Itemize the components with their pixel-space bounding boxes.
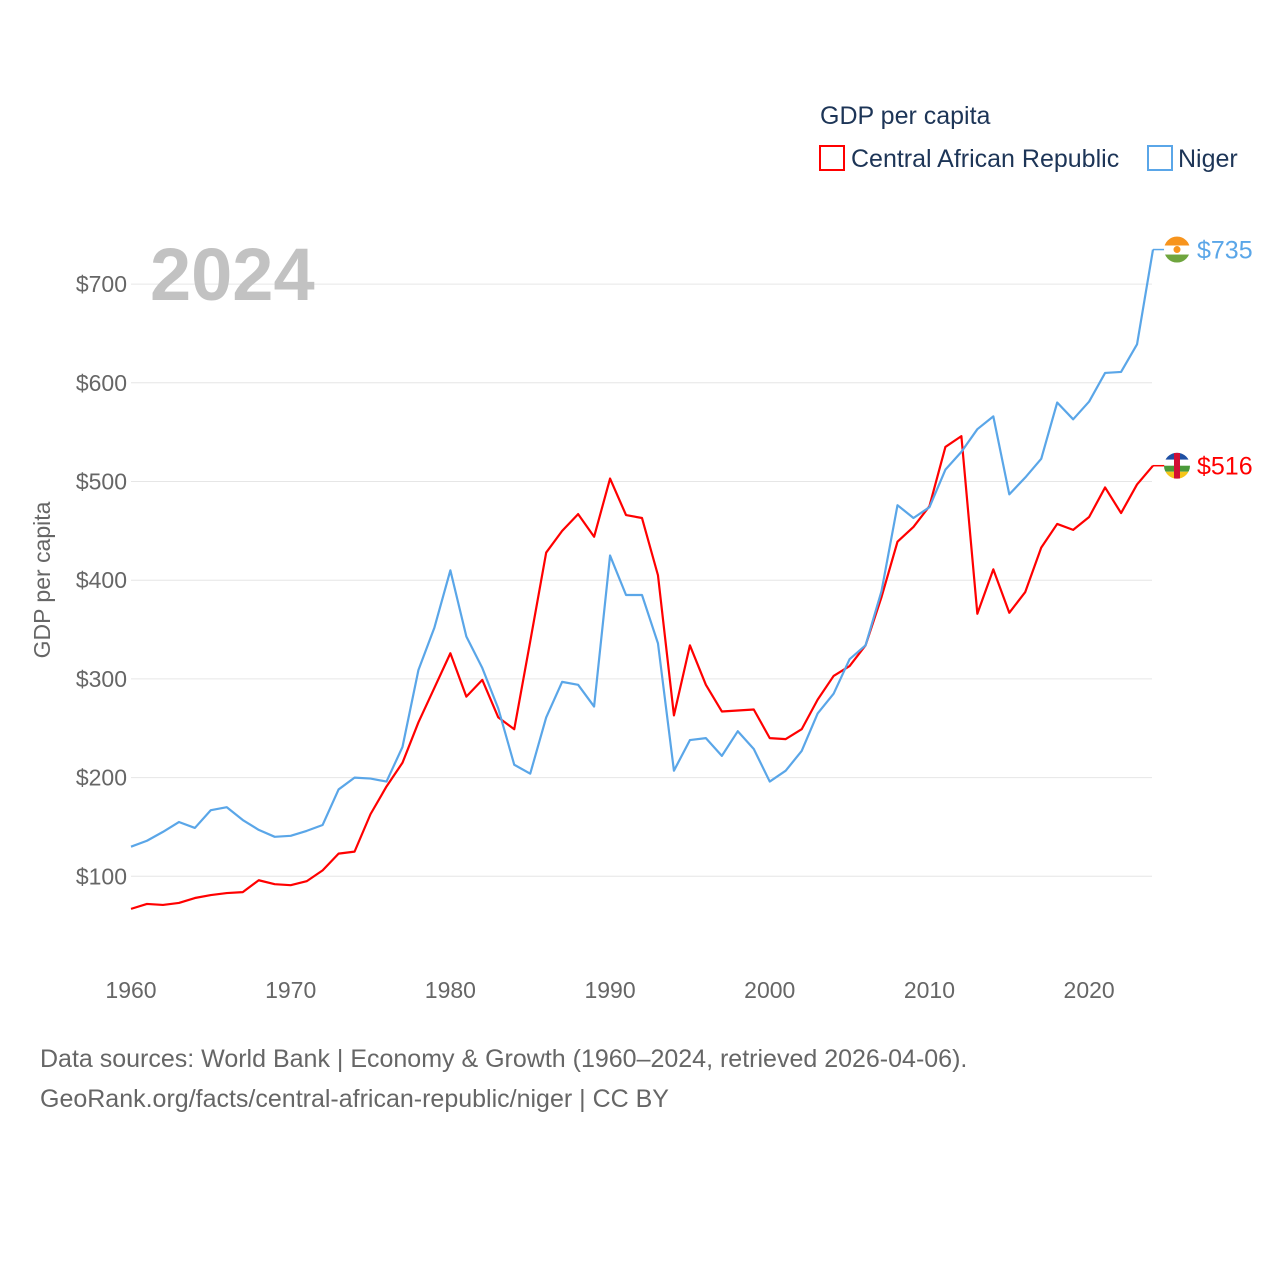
x-tick-label: 2010 [904, 977, 955, 1003]
y-tick-label: $200 [76, 765, 127, 791]
x-tick-label: 1960 [105, 977, 156, 1003]
y-tick-label: $400 [76, 567, 127, 593]
legend-item-niger[interactable]: Niger [1147, 145, 1238, 173]
x-tick-label: 2020 [1064, 977, 1115, 1003]
legend-label: Central African Republic [851, 145, 1119, 173]
source-note: Data sources: World Bank | Economy & Gro… [40, 1045, 968, 1073]
legend-swatch [819, 145, 845, 171]
y-tick-label: $100 [76, 863, 127, 889]
y-tick-label: $600 [76, 370, 127, 396]
y-tick-label: $700 [76, 271, 127, 297]
x-tick-label: 2000 [744, 977, 795, 1003]
year-watermark: 2024 [150, 233, 315, 316]
x-tick-label: 1990 [584, 977, 635, 1003]
legend-label: Niger [1178, 145, 1238, 173]
x-tick-label: 1970 [265, 977, 316, 1003]
end-value-label: $735 [1197, 237, 1253, 265]
y-tick-label: $300 [76, 666, 127, 692]
y-axis-label: GDP per capita [29, 501, 55, 658]
series-line-central-african-republic [130, 434, 1154, 910]
series-line-niger [130, 249, 1155, 848]
legend-title: GDP per capita [820, 102, 991, 130]
legend-swatch [1147, 145, 1173, 171]
central-african-republic-flag-icon [1164, 452, 1190, 479]
end-value-label: $516 [1197, 453, 1253, 481]
y-tick-label: $500 [76, 469, 127, 495]
niger-flag-icon [1164, 236, 1190, 263]
x-tick-label: 1980 [425, 977, 476, 1003]
source-url: GeoRank.org/facts/central-african-republ… [40, 1085, 669, 1113]
line-chart: 2024 $100 $200 $300 $400 $500 $600 $700 1960 19… [29, 102, 1253, 1003]
legend-item-central-african-republic[interactable]: Central African Republic [819, 145, 1119, 173]
